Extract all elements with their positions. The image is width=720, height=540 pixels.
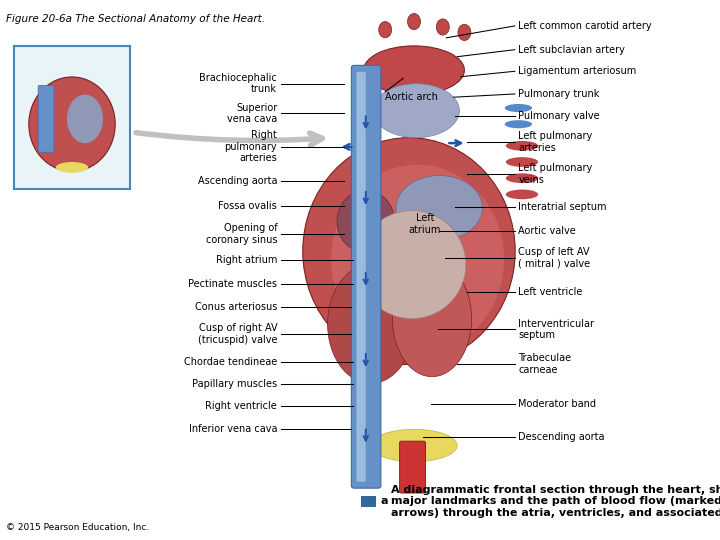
FancyBboxPatch shape [400,441,426,493]
Text: Left pulmonary
arteries: Left pulmonary arteries [518,131,593,153]
Ellipse shape [337,191,395,253]
Ellipse shape [67,94,103,143]
Ellipse shape [56,162,89,173]
Ellipse shape [331,165,504,354]
Text: Pulmonary valve: Pulmonary valve [518,111,600,121]
Text: Interatrial septum: Interatrial septum [518,202,607,212]
Text: Trabeculae
carneae: Trabeculae carneae [518,353,572,375]
Text: Moderator band: Moderator band [518,399,596,409]
FancyBboxPatch shape [361,496,376,507]
Ellipse shape [505,104,532,112]
Ellipse shape [505,173,539,183]
Text: Pectinate muscles: Pectinate muscles [188,279,277,289]
Ellipse shape [358,211,466,319]
Text: Brachiocephalic
trunk: Brachiocephalic trunk [199,73,277,94]
Text: Right ventricle: Right ventricle [205,401,277,411]
Ellipse shape [379,22,392,38]
Text: Right atrium: Right atrium [216,255,277,265]
Ellipse shape [505,157,539,167]
Text: a: a [380,496,387,506]
Text: Ligamentum arteriosum: Ligamentum arteriosum [518,66,636,76]
Text: Right
pulmonary
arteries: Right pulmonary arteries [225,130,277,164]
Ellipse shape [29,77,115,172]
Text: Descending aorta: Descending aorta [518,433,605,442]
Text: Left pulmonary
veins: Left pulmonary veins [518,163,593,185]
Ellipse shape [396,176,482,240]
Text: Ascending aorta: Ascending aorta [198,177,277,186]
Text: Pulmonary trunk: Pulmonary trunk [518,89,600,99]
Text: Figure 20-6a The Sectional Anatomy of the Heart.: Figure 20-6a The Sectional Anatomy of th… [6,14,265,24]
Ellipse shape [328,265,414,383]
Text: Left common carotid artery: Left common carotid artery [518,21,652,31]
Text: Left subclavian artery: Left subclavian artery [518,45,625,55]
Text: A diagrammatic frontal section through the heart, showing
major landmarks and th: A diagrammatic frontal section through t… [391,484,720,518]
FancyBboxPatch shape [38,85,54,152]
Text: Conus arteriosus: Conus arteriosus [195,302,277,312]
Text: Left
atrium: Left atrium [409,213,441,235]
FancyBboxPatch shape [356,72,366,482]
Text: Superior
vena cava: Superior vena cava [227,103,277,124]
Ellipse shape [505,190,539,199]
Text: Left ventricle: Left ventricle [518,287,582,296]
Text: Opening of
coronary sinus: Opening of coronary sinus [206,223,277,245]
Ellipse shape [458,24,471,40]
Ellipse shape [392,261,472,377]
Ellipse shape [302,138,516,364]
Ellipse shape [505,141,539,151]
Text: Fossa ovalis: Fossa ovalis [218,201,277,211]
Text: Aortic arch: Aortic arch [385,92,438,102]
Text: Interventricular
septum: Interventricular septum [518,319,595,340]
Text: Aortic valve: Aortic valve [518,226,576,236]
Ellipse shape [408,14,420,30]
Text: © 2015 Pearson Education, Inc.: © 2015 Pearson Education, Inc. [6,523,149,532]
Text: Cusp of left AV
( mitral ) valve: Cusp of left AV ( mitral ) valve [518,247,590,269]
Ellipse shape [436,19,449,35]
Ellipse shape [373,84,459,138]
Text: Chordae tendineae: Chordae tendineae [184,357,277,367]
FancyBboxPatch shape [14,46,130,189]
FancyBboxPatch shape [351,65,381,488]
Ellipse shape [505,120,532,128]
Text: Inferior vena cava: Inferior vena cava [189,424,277,434]
Text: Cusp of right AV
(tricuspid) valve: Cusp of right AV (tricuspid) valve [198,323,277,345]
Ellipse shape [364,46,464,94]
Text: Papillary muscles: Papillary muscles [192,380,277,389]
Ellipse shape [371,429,457,462]
